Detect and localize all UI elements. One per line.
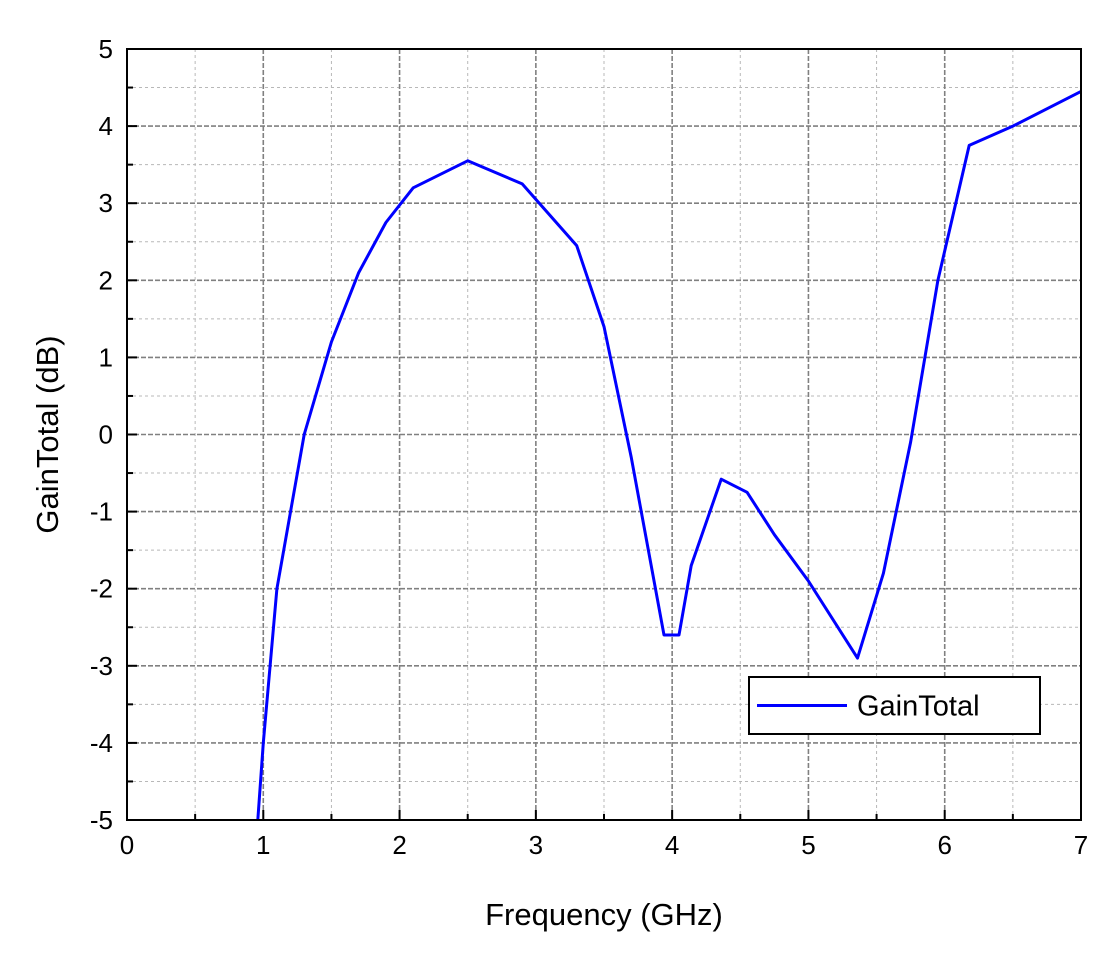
axis-ticks — [126, 48, 1082, 821]
y-tick-label: 4 — [99, 111, 113, 141]
x-tick-label: 5 — [801, 830, 815, 860]
y-tick-label: -4 — [90, 728, 113, 758]
x-axis-title: Frequency (GHz) — [485, 897, 723, 932]
x-tick-labels: 0 1 2 3 4 5 6 7 — [120, 830, 1088, 860]
y-tick-label: 0 — [99, 420, 113, 450]
x-tick-label: 7 — [1074, 830, 1088, 860]
major-grid — [127, 49, 1081, 820]
y-tick-label: -5 — [90, 805, 113, 835]
y-tick-label: -3 — [90, 651, 113, 681]
x-tick-label: 2 — [392, 830, 406, 860]
legend-label-gaintotal: GainTotal — [857, 691, 980, 723]
series-line-gaintotal — [256, 90, 1082, 821]
y-tick-label: 3 — [99, 188, 113, 218]
x-tick-label: 6 — [937, 830, 951, 860]
x-tick-label: 3 — [529, 830, 543, 860]
y-axis-title: GainTotal (dB) — [30, 335, 65, 533]
y-tick-label: -1 — [90, 497, 113, 527]
x-tick-label: 4 — [665, 830, 679, 860]
y-tick-label: 1 — [99, 342, 113, 372]
series-layer — [256, 90, 1082, 821]
x-tick-label: 1 — [256, 830, 270, 860]
y-tick-label: 5 — [99, 34, 113, 64]
x-tick-label: 0 — [120, 830, 134, 860]
legend: GainTotal — [748, 676, 1041, 735]
y-tick-label: 2 — [99, 265, 113, 295]
y-tick-labels: 5 4 3 2 1 0 -1 -2 -3 -4 -5 — [90, 34, 113, 835]
y-tick-label: -2 — [90, 574, 113, 604]
